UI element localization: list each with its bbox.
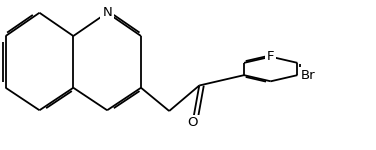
Text: O: O: [187, 117, 198, 129]
Text: N: N: [102, 6, 112, 19]
Text: F: F: [267, 50, 274, 63]
Text: Br: Br: [301, 69, 315, 82]
